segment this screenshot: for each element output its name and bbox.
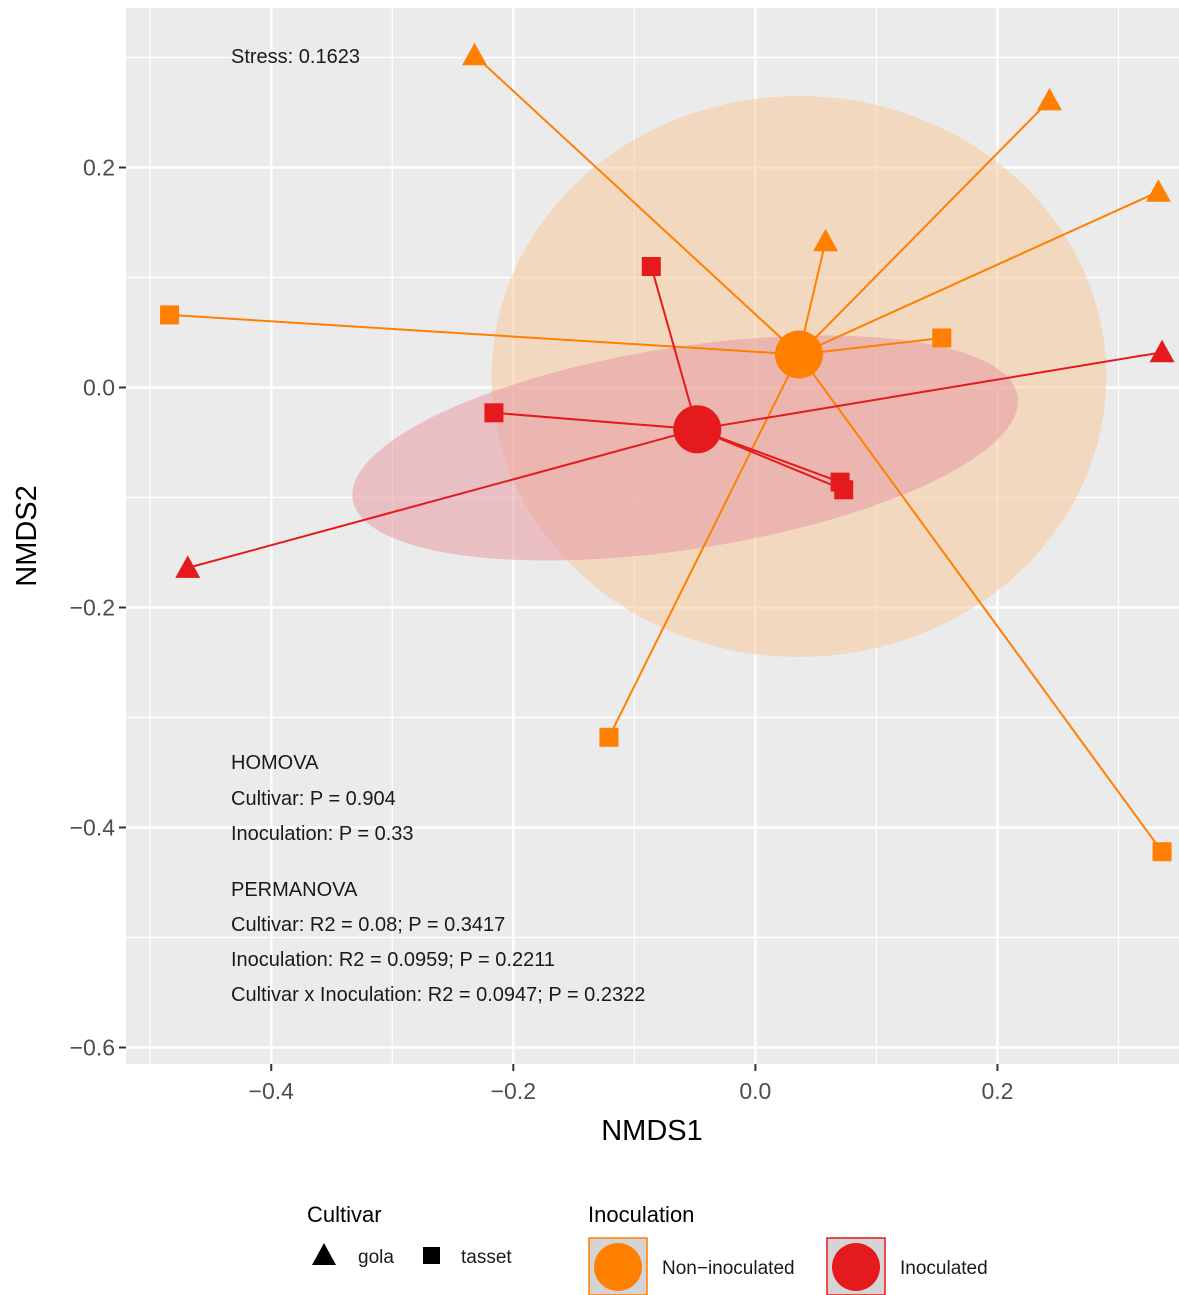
y-tick-label: −0.6 xyxy=(70,1035,115,1061)
legend-key-non-inoculated-circle xyxy=(594,1243,642,1291)
permanova-interaction: Cultivar x Inoculation: R2 = 0.0947; P =… xyxy=(231,984,645,1006)
homova-title: HOMOVA xyxy=(231,752,319,774)
spider-line xyxy=(650,266,699,430)
homova-annotation: HOMOVA Cultivar: P = 0.904 Inoculation: … xyxy=(231,752,414,845)
spider-line xyxy=(798,353,1163,853)
y-axis: −0.6 −0.4 −0.2 0.0 0.2 xyxy=(70,155,126,1061)
data-point-gola xyxy=(462,42,488,66)
spider-line xyxy=(697,351,1163,431)
spider-line xyxy=(187,428,698,569)
data-point-gola xyxy=(1036,87,1062,111)
legend-triangle-icon xyxy=(312,1243,336,1265)
data-point-tasset xyxy=(484,403,504,423)
x-tick-label: −0.4 xyxy=(249,1078,295,1104)
permanova-inoculation: Inoculation: R2 = 0.0959; P = 0.2211 xyxy=(231,949,555,971)
legend-cultivar-title: Cultivar xyxy=(307,1202,382,1227)
x-axis-label: NMDS1 xyxy=(601,1115,703,1147)
data-point-gola xyxy=(813,228,839,252)
y-tick-label: −0.2 xyxy=(70,595,115,621)
legend-item-non-inoculated: Non−inoculated xyxy=(662,1258,795,1279)
x-tick-label: 0.0 xyxy=(739,1078,771,1104)
centroids-layer xyxy=(673,330,823,454)
spider-line xyxy=(169,313,800,356)
legend-key-inoculated-circle xyxy=(832,1243,880,1291)
legend-item-tasset: tasset xyxy=(461,1247,512,1268)
legend-square-icon xyxy=(423,1247,440,1264)
permanova-title: PERMANOVA xyxy=(231,879,358,901)
legend-inoculation-title: Inoculation xyxy=(588,1202,694,1227)
x-tick-label: 0.2 xyxy=(981,1078,1013,1104)
data-point-tasset xyxy=(641,257,661,276)
legend-item-gola: gola xyxy=(358,1247,394,1268)
y-tick-label: −0.4 xyxy=(70,815,116,841)
y-axis-label: NMDS2 xyxy=(11,485,43,587)
legend-inoculation: Inoculation Non−inoculated Inoculated xyxy=(588,1202,988,1295)
permanova-annotation: PERMANOVA Cultivar: R2 = 0.08; P = 0.341… xyxy=(231,879,645,1006)
x-tick-label: −0.2 xyxy=(491,1078,536,1104)
data-point-tasset xyxy=(1152,842,1172,862)
data-point-gola xyxy=(1145,179,1171,202)
legend-item-inoculated: Inoculated xyxy=(900,1258,988,1279)
centroid-point xyxy=(673,405,722,454)
legend-cultivar: Cultivar gola tasset xyxy=(307,1202,512,1268)
data-point-gola xyxy=(175,555,201,578)
data-point-tasset xyxy=(834,480,854,500)
y-tick-label: 0.0 xyxy=(83,375,115,401)
y-tick-label: 0.2 xyxy=(83,155,115,181)
spider-line xyxy=(696,428,845,491)
x-axis: −0.4 −0.2 0.0 0.2 xyxy=(249,1064,1013,1104)
data-point-tasset xyxy=(160,305,180,325)
data-point-gola xyxy=(1149,339,1175,363)
centroid-point xyxy=(774,330,823,379)
permanova-cultivar: Cultivar: R2 = 0.08; P = 0.3417 xyxy=(231,914,505,936)
homova-inoculation: Inoculation: P = 0.33 xyxy=(231,823,414,845)
spider-line xyxy=(798,190,1159,356)
data-point-tasset xyxy=(599,727,619,747)
stress-annotation: Stress: 0.1623 xyxy=(231,46,360,68)
spider-line xyxy=(473,54,800,356)
points-layer xyxy=(160,42,1175,862)
spider-line xyxy=(493,411,698,431)
data-point-tasset xyxy=(932,328,952,348)
homova-cultivar: Cultivar: P = 0.904 xyxy=(231,788,396,810)
spider-line xyxy=(798,99,1051,356)
